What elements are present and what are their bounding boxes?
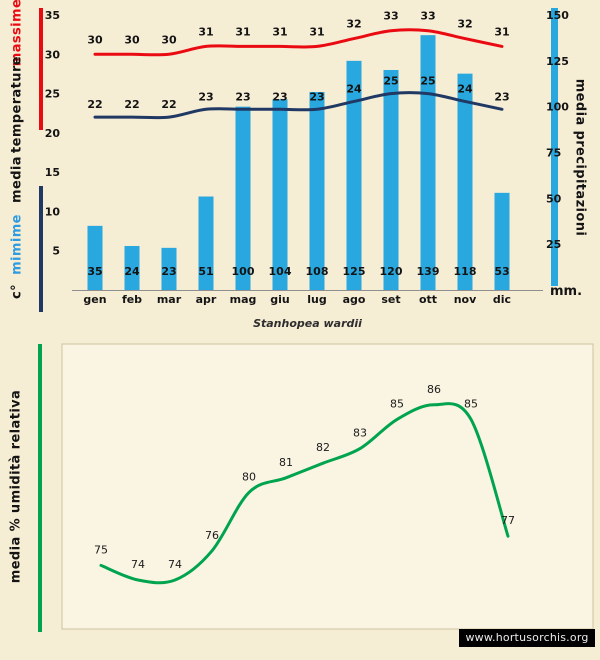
svg-text:35: 35 [87, 265, 102, 278]
svg-text:25: 25 [383, 75, 398, 88]
svg-text:20: 20 [45, 127, 61, 140]
svg-text:32: 32 [457, 18, 472, 31]
svg-text:31: 31 [494, 25, 509, 38]
svg-text:apr: apr [196, 293, 217, 306]
svg-text:30: 30 [124, 33, 140, 46]
svg-text:32: 32 [346, 18, 361, 31]
svg-text:22: 22 [124, 98, 139, 111]
svg-text:150: 150 [546, 9, 569, 22]
svg-text:23: 23 [494, 90, 509, 103]
svg-text:giu: giu [270, 293, 289, 306]
svg-text:125: 125 [546, 55, 569, 68]
svg-text:23: 23 [272, 90, 287, 103]
svg-text:5: 5 [52, 245, 60, 258]
svg-text:nov: nov [454, 293, 477, 306]
svg-text:31: 31 [272, 25, 287, 38]
precipitation-bars [88, 35, 510, 290]
svg-text:24: 24 [124, 265, 140, 278]
svg-text:25: 25 [546, 238, 561, 251]
svg-text:mar: mar [157, 293, 182, 306]
svg-text:51: 51 [198, 265, 213, 278]
svg-text:set: set [381, 293, 400, 306]
svg-text:25: 25 [420, 75, 435, 88]
svg-text:31: 31 [235, 25, 250, 38]
svg-text:ago: ago [343, 293, 366, 306]
svg-text:35: 35 [45, 9, 60, 22]
svg-text:118: 118 [454, 265, 477, 278]
svg-text:31: 31 [198, 25, 213, 38]
mimime-line [95, 93, 502, 118]
svg-text:85: 85 [464, 397, 478, 410]
svg-text:86: 86 [427, 383, 441, 396]
svg-text:33: 33 [383, 10, 398, 23]
svg-text:120: 120 [380, 265, 403, 278]
svg-text:22: 22 [161, 98, 176, 111]
svg-text:23: 23 [309, 90, 324, 103]
svg-text:24: 24 [457, 82, 473, 95]
svg-text:104: 104 [269, 265, 292, 278]
svg-text:feb: feb [122, 293, 142, 306]
svg-text:ott: ott [419, 293, 437, 306]
svg-text:77: 77 [501, 514, 515, 527]
svg-text:23: 23 [235, 90, 250, 103]
svg-text:24: 24 [346, 82, 362, 95]
svg-text:gen: gen [83, 293, 106, 306]
svg-text:100: 100 [232, 265, 255, 278]
svg-text:53: 53 [494, 265, 509, 278]
svg-text:125: 125 [343, 265, 366, 278]
svg-text:mag: mag [230, 293, 257, 306]
massime-line [95, 30, 502, 55]
svg-text:23: 23 [198, 90, 213, 103]
svg-text:23: 23 [161, 265, 176, 278]
svg-text:76: 76 [205, 529, 219, 542]
climate-chart-page: massime temperature media mimime c° medi… [0, 0, 600, 660]
humidity-axis-label: media % umidità relativa [9, 357, 24, 617]
svg-text:82: 82 [316, 441, 330, 454]
svg-text:139: 139 [417, 265, 440, 278]
svg-text:15: 15 [45, 166, 60, 179]
svg-text:75: 75 [546, 147, 561, 160]
svg-text:50: 50 [546, 192, 562, 205]
humidity-chart: 75 74 74 76 80 81 82 83 85 86 85 77 [0, 340, 600, 660]
svg-text:74: 74 [131, 558, 145, 571]
svg-text:33: 33 [420, 10, 435, 23]
humidity-panel [62, 344, 593, 629]
svg-text:83: 83 [353, 427, 367, 440]
svg-text:31: 31 [309, 25, 324, 38]
svg-text:lug: lug [307, 293, 326, 306]
svg-text:10: 10 [45, 205, 61, 218]
svg-text:25: 25 [45, 88, 60, 101]
svg-text:30: 30 [87, 33, 103, 46]
svg-text:75: 75 [94, 543, 108, 556]
svg-text:30: 30 [45, 48, 61, 61]
svg-text:100: 100 [546, 101, 569, 114]
svg-text:22: 22 [87, 98, 102, 111]
chart-title: Stanhopea wardii [75, 317, 540, 330]
svg-text:74: 74 [168, 558, 182, 571]
website-credit: www.hortusorchis.org [459, 629, 595, 647]
svg-text:80: 80 [242, 470, 256, 483]
svg-text:30: 30 [161, 33, 177, 46]
svg-text:85: 85 [390, 397, 404, 410]
svg-text:108: 108 [306, 265, 329, 278]
svg-text:dic: dic [493, 293, 511, 306]
svg-text:81: 81 [279, 456, 293, 469]
temperature-precipitation-chart: 30 30 30 31 31 31 31 32 33 33 32 31 22 22 22 23 23 23 23 24… [0, 0, 600, 335]
